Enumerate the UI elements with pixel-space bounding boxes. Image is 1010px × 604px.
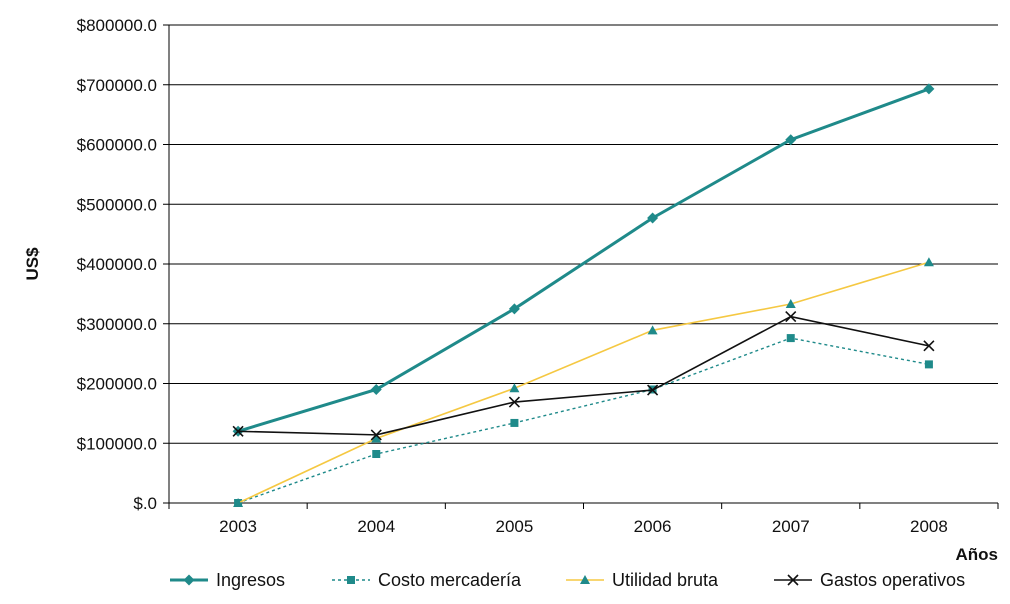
axes — [163, 24, 999, 509]
data-point — [647, 212, 659, 224]
legend-label: Costo mercadería — [378, 570, 522, 590]
data-point — [510, 418, 519, 427]
legend-item: Utilidad bruta — [566, 570, 719, 590]
x-axis-title: Años — [956, 545, 999, 564]
x-tick-label: 2004 — [357, 517, 395, 536]
tick-labels: $.0 $100000.0 $200000.0 $300000.0 $400000.0 $… — [77, 16, 948, 536]
legend-swatch-marker — [183, 574, 195, 586]
data-point — [785, 299, 796, 309]
y-tick-label: $100000.0 — [77, 434, 157, 453]
legend-label: Utilidad bruta — [612, 570, 719, 590]
series-3 — [232, 311, 935, 441]
data-point — [647, 384, 659, 396]
data-point — [232, 425, 244, 437]
data-point — [923, 83, 935, 95]
data-point — [923, 257, 934, 267]
legend: Ingresos Costo mercadería Utilidad bruta Ga… — [170, 570, 965, 590]
data-point — [370, 429, 382, 441]
y-tick-label: $600000.0 — [77, 136, 157, 155]
data-point — [786, 334, 795, 343]
y-axis-title: US$ — [23, 247, 42, 281]
series-line — [237, 87, 930, 433]
y-tick-label: $300000.0 — [77, 315, 157, 334]
x-tick-label: 2006 — [634, 517, 672, 536]
legend-item: Ingresos — [170, 570, 285, 590]
x-tick-label: 2008 — [910, 517, 948, 536]
series-layer — [232, 83, 935, 507]
y-tick-label: $.0 — [133, 494, 157, 513]
y-tick-label: $700000.0 — [77, 76, 157, 95]
legend-swatch-marker — [347, 576, 355, 584]
data-point — [785, 311, 797, 323]
y-tick-label: $500000.0 — [77, 195, 157, 214]
data-point — [785, 134, 797, 146]
x-tick-label: 2005 — [496, 517, 534, 536]
y-tick-label: $200000.0 — [77, 375, 157, 394]
data-point — [370, 383, 382, 395]
data-point — [509, 383, 520, 393]
legend-label: Gastos operativos — [820, 570, 965, 590]
series-2 — [233, 257, 934, 507]
data-point — [233, 498, 244, 507]
series-line — [237, 337, 930, 504]
x-tick-label: 2007 — [772, 517, 810, 536]
data-point — [647, 325, 658, 335]
y-tick-label: $400000.0 — [77, 255, 157, 274]
series-line — [238, 315, 930, 436]
data-point — [508, 303, 520, 315]
series-line — [237, 261, 930, 504]
data-point — [372, 450, 381, 459]
x-tick-label: 2003 — [219, 517, 257, 536]
legend-item: Costo mercadería — [332, 570, 522, 590]
data-point — [508, 396, 520, 408]
legend-swatch-marker — [787, 574, 799, 586]
legend-item: Gastos operativos — [774, 570, 965, 590]
data-point — [923, 340, 935, 352]
legend-swatch-marker — [580, 575, 590, 584]
data-point — [371, 433, 382, 443]
legend-label: Ingresos — [216, 570, 285, 590]
y-tick-label: $800000.0 — [77, 16, 157, 35]
data-point — [924, 360, 933, 369]
